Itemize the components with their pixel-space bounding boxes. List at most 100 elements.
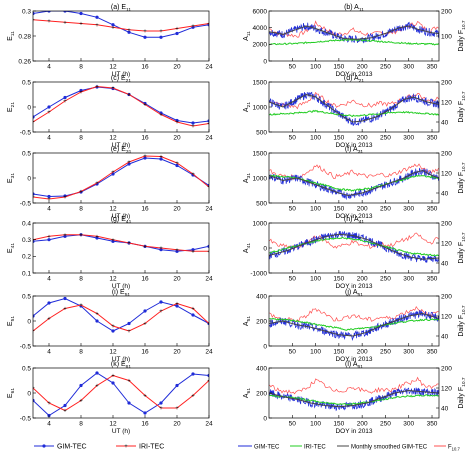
gim-point: [143, 309, 147, 313]
plot-area: [269, 20, 439, 46]
gim-series-line: [33, 234, 209, 252]
y-tick-label: 0.5: [22, 150, 31, 157]
x-tick-label: 250: [380, 421, 391, 428]
iri-point: +: [127, 28, 131, 34]
plot-area: [269, 376, 439, 412]
y2-axis-label: Daily F10.7: [458, 232, 467, 264]
x-tick-label: 200: [357, 206, 368, 213]
panel-title: (i) E51: [112, 289, 131, 298]
iri-point: +: [159, 155, 163, 161]
x-tick-label: 16: [141, 349, 149, 356]
x-axis-label: UT (h): [112, 71, 130, 78]
iri-point: +: [143, 29, 147, 35]
iri-point: +: [79, 303, 83, 309]
panel-A51: (j) A51 A51 40 120 200 Daily F10.7 50 100 150 200…: [243, 289, 467, 363]
iri-point: +: [159, 309, 163, 315]
y-tick-label: 1000: [253, 175, 268, 182]
legend-smooth-label: Monthly smoothed GIM-TEC: [351, 445, 428, 451]
y2-tick-label: 120: [441, 240, 452, 247]
x-tick-label: 200: [357, 64, 368, 71]
x-tick-label: 24: [205, 276, 213, 283]
y-tick-label: 200: [256, 390, 267, 397]
smoothed-line: [269, 93, 439, 123]
gim-point: [47, 11, 51, 13]
iri-point: +: [111, 324, 115, 330]
y2-axis-label: Daily F10.7: [458, 305, 467, 337]
iri-point: +: [95, 23, 99, 29]
legend-gim-marker: [42, 444, 46, 448]
panel-title: (c) E21: [111, 75, 132, 84]
x-tick-label: 24: [205, 421, 213, 428]
gim-point: [33, 11, 35, 16]
iri-point: +: [31, 195, 35, 201]
gim-point: [47, 238, 51, 242]
x-tick-label: 100: [310, 64, 321, 71]
y2-axis-label: Daily F10.7: [458, 91, 467, 123]
iri-point: +: [143, 245, 147, 251]
series-group: + + + + + + + + + + + +: [33, 85, 209, 130]
panel-title: (e) E31: [111, 146, 132, 155]
series-group: [269, 91, 439, 126]
panel-title: (l) A61: [345, 361, 363, 370]
x-tick-label: 50: [289, 349, 297, 356]
iri-point: +: [63, 307, 67, 313]
iri-series-line: [33, 85, 209, 127]
y2-tick-label: 200: [441, 293, 452, 300]
x-tick-label: 16: [141, 421, 149, 428]
iri-point: +: [191, 24, 195, 30]
x-tick-label: 16: [141, 64, 149, 71]
iri-series-line: [33, 234, 209, 252]
x-tick-label: 4: [47, 276, 51, 283]
panel-E11: (a) E11 E11 + + + + + + + + + + + +4 8 12 16 20 24 UT (h) 0.…: [7, 4, 213, 78]
gim-point: [63, 403, 67, 408]
panel-E41: (g) E41 E41 + + + + + + + + + + + +4 8 12 16 20 24 UT (h) 0.…: [7, 216, 213, 290]
x-axis-label: DOY in 2013: [335, 71, 372, 78]
y-tick-label: 0.3: [22, 8, 31, 15]
x-tick-label: 100: [310, 206, 321, 213]
x-tick-label: 12: [109, 64, 117, 71]
gim-point: [143, 411, 147, 415]
x-tick-label: 150: [333, 206, 344, 213]
y-tick-label: 0.5: [22, 365, 31, 372]
smoothed-line: [269, 233, 439, 260]
smoothed-line: [269, 25, 439, 40]
gim-point: [63, 95, 67, 100]
iri-point: +: [111, 374, 115, 380]
y-axis-label: A31: [243, 173, 252, 183]
iri-point: +: [127, 241, 131, 247]
gim-point: [95, 236, 99, 240]
series-group: [269, 20, 439, 46]
plot-area: ++++++++++++: [33, 233, 209, 256]
x-tick-label: 300: [403, 135, 414, 142]
y2-axis-label: Daily F10.7: [458, 20, 467, 52]
gim-point: [33, 192, 35, 196]
x-tick-label: 8: [79, 135, 83, 142]
x-tick-label: 20: [173, 135, 181, 142]
gim-line: [269, 309, 439, 341]
x-tick-label: 300: [403, 276, 414, 283]
x-tick-label: 4: [47, 64, 51, 71]
x-tick-label: 300: [403, 421, 414, 428]
gim-point: [191, 248, 195, 252]
iri-line: [269, 317, 439, 331]
y-tick-label: 0.3: [22, 237, 31, 244]
x-axis-label: UT (h): [112, 428, 130, 435]
iri-point: +: [63, 99, 67, 105]
x-tick-label: 100: [310, 135, 321, 142]
y-axis-label: A61: [243, 388, 252, 398]
plot-area: ++++++++++++: [33, 371, 209, 418]
y-tick-label: 1000: [253, 220, 268, 227]
x-tick-label: 350: [427, 206, 438, 213]
gim-point: [191, 313, 195, 317]
y2-tick-label: 40: [441, 260, 449, 267]
x-tick-label: 12: [109, 421, 117, 428]
x-tick-label: 150: [333, 64, 344, 71]
y-tick-label: 0.1: [22, 270, 31, 277]
smoothed-line: [269, 312, 439, 337]
y-tick-label: 500: [256, 200, 267, 207]
gim-point: [79, 11, 83, 16]
y-tick-label: 0: [263, 245, 267, 252]
plot-area: ++++++++++++: [31, 154, 209, 203]
y2-tick-label: 40: [441, 405, 449, 412]
